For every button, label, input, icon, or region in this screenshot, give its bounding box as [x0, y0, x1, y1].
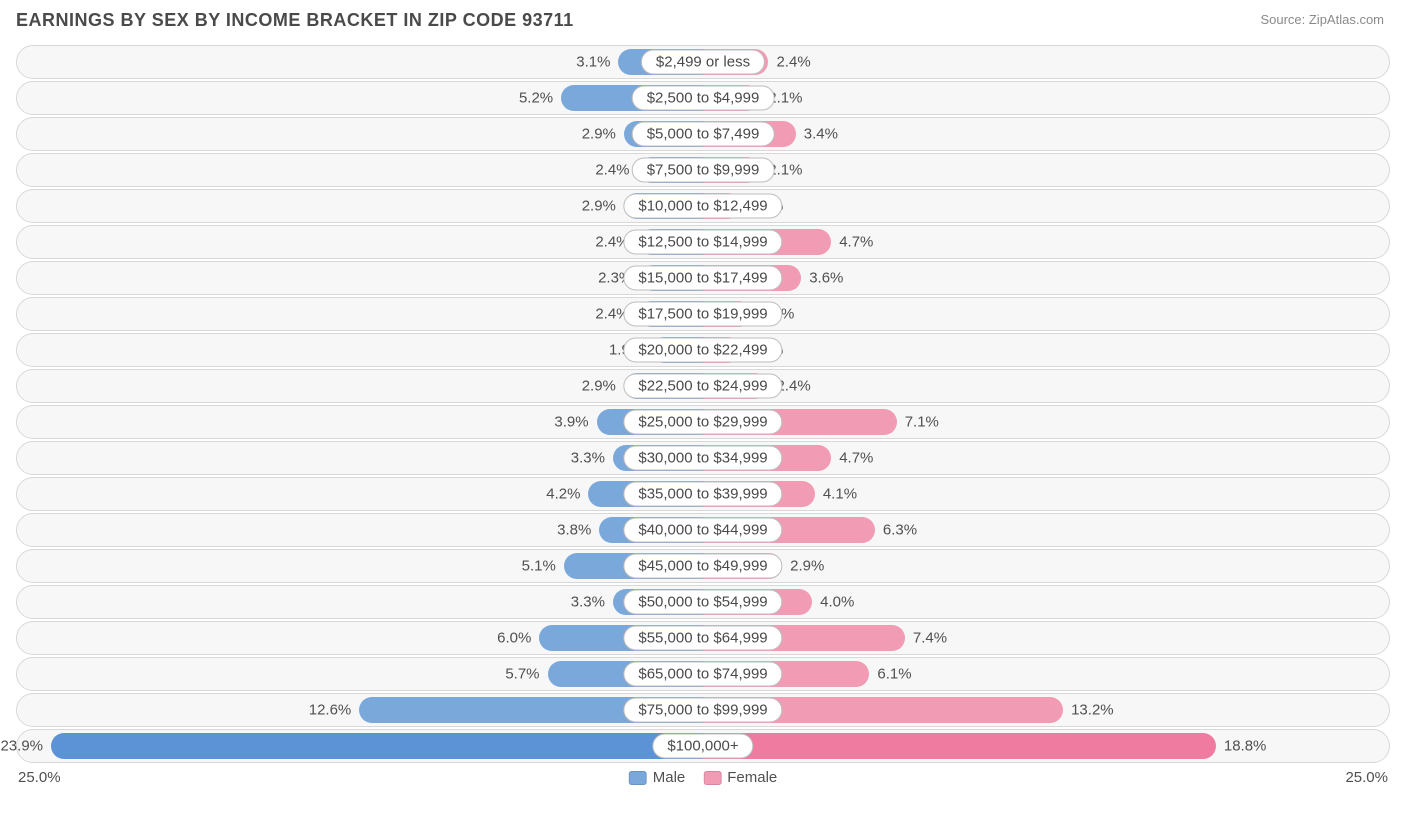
chart-row: 4.2% 4.1% $35,000 to $39,999	[16, 477, 1390, 511]
male-value: 23.9%	[0, 738, 43, 755]
category-label: $2,499 or less	[641, 50, 765, 75]
category-label: $35,000 to $39,999	[623, 482, 782, 507]
female-bar	[703, 733, 1216, 759]
male-value: 3.9%	[554, 414, 588, 431]
chart-row: 2.9%2.4%$22,500 to $24,999	[16, 369, 1390, 403]
category-label: $50,000 to $54,999	[623, 590, 782, 615]
legend: Male Female	[629, 769, 778, 786]
source-attribution: Source: ZipAtlas.com	[1260, 12, 1384, 27]
male-value: 3.3%	[571, 594, 605, 611]
axis-max-left: 25.0%	[18, 769, 61, 786]
male-value: 3.1%	[576, 54, 610, 71]
chart-row: 6.0% 7.4% $55,000 to $64,999	[16, 621, 1390, 655]
male-value: 5.1%	[522, 558, 556, 575]
chart-row: 2.3%3.6%$15,000 to $17,499	[16, 261, 1390, 295]
category-label: $2,500 to $4,999	[632, 86, 775, 111]
chart-row: 3.8% 6.3% $40,000 to $44,999	[16, 513, 1390, 547]
legend-label-male: Male	[653, 769, 686, 786]
category-label: $12,500 to $14,999	[623, 230, 782, 255]
female-value: 4.7%	[839, 450, 873, 467]
chart-row: 5.7% 6.1% $65,000 to $74,999	[16, 657, 1390, 691]
male-bar	[51, 733, 703, 759]
category-label: $22,500 to $24,999	[623, 374, 782, 399]
category-label: $5,000 to $7,499	[632, 122, 775, 147]
chart-row: 2.4%1.8%$17,500 to $19,999	[16, 297, 1390, 331]
category-label: $17,500 to $19,999	[623, 302, 782, 327]
category-label: $25,000 to $29,999	[623, 410, 782, 435]
female-value: 2.9%	[790, 558, 824, 575]
chart-row: 5.1% 2.9% $45,000 to $49,999	[16, 549, 1390, 583]
category-label: $7,500 to $9,999	[632, 158, 775, 183]
chart-row: 2.4%2.1%$7,500 to $9,999	[16, 153, 1390, 187]
female-value: 7.4%	[913, 630, 947, 647]
legend-item-female: Female	[703, 769, 777, 786]
category-label: $10,000 to $12,499	[623, 194, 782, 219]
category-label: $40,000 to $44,999	[623, 518, 782, 543]
female-value: 3.6%	[809, 270, 843, 287]
male-value: 2.9%	[582, 126, 616, 143]
male-value: 5.2%	[519, 90, 553, 107]
female-value: 4.0%	[820, 594, 854, 611]
chart-row: 2.9%1.4%$10,000 to $12,499	[16, 189, 1390, 223]
female-value: 7.1%	[905, 414, 939, 431]
male-value: 2.9%	[582, 198, 616, 215]
male-swatch	[629, 771, 647, 785]
chart-footer: 25.0% Male Female 25.0%	[16, 767, 1390, 793]
chart-title: EARNINGS BY SEX BY INCOME BRACKET IN ZIP…	[16, 10, 1390, 31]
chart-area: 3.1% 2.4% $2,499 or less 5.2%2.1%$2,500 to …	[16, 45, 1390, 763]
female-swatch	[703, 771, 721, 785]
male-value: 2.9%	[582, 378, 616, 395]
male-value: 12.6%	[309, 702, 352, 719]
chart-row: 3.3% 4.7% $30,000 to $34,999	[16, 441, 1390, 475]
female-value: 3.4%	[804, 126, 838, 143]
chart-row: 3.9% 7.1% $25,000 to $29,999	[16, 405, 1390, 439]
female-value: 6.3%	[883, 522, 917, 539]
chart-row: 3.3% 4.0% $50,000 to $54,999	[16, 585, 1390, 619]
male-value: 4.2%	[546, 486, 580, 503]
female-value: 4.1%	[823, 486, 857, 503]
male-value: 3.8%	[557, 522, 591, 539]
chart-row: 5.2%2.1%$2,500 to $4,999	[16, 81, 1390, 115]
category-label: $15,000 to $17,499	[623, 266, 782, 291]
female-value: 13.2%	[1071, 702, 1114, 719]
category-label: $100,000+	[652, 734, 753, 759]
male-value: 6.0%	[497, 630, 531, 647]
chart-row: 3.1% 2.4% $2,499 or less	[16, 45, 1390, 79]
chart-row: 1.9%1.4%$20,000 to $22,499	[16, 333, 1390, 367]
chart-row: 12.6% 13.2% $75,000 to $99,999	[16, 693, 1390, 727]
female-value: 6.1%	[877, 666, 911, 683]
chart-row: 23.9%18.8%$100,000+	[16, 729, 1390, 763]
male-value: 3.3%	[571, 450, 605, 467]
male-value: 5.7%	[505, 666, 539, 683]
female-value: 2.4%	[776, 54, 810, 71]
category-label: $55,000 to $64,999	[623, 626, 782, 651]
chart-row: 2.9% 3.4% $5,000 to $7,499	[16, 117, 1390, 151]
category-label: $45,000 to $49,999	[623, 554, 782, 579]
male-value: 2.4%	[595, 162, 629, 179]
female-value: 18.8%	[1224, 738, 1267, 755]
female-value: 4.7%	[839, 234, 873, 251]
legend-item-male: Male	[629, 769, 686, 786]
category-label: $65,000 to $74,999	[623, 662, 782, 687]
category-label: $75,000 to $99,999	[623, 698, 782, 723]
axis-max-right: 25.0%	[1345, 769, 1388, 786]
chart-row: 2.4%4.7%$12,500 to $14,999	[16, 225, 1390, 259]
category-label: $30,000 to $34,999	[623, 446, 782, 471]
legend-label-female: Female	[727, 769, 777, 786]
category-label: $20,000 to $22,499	[623, 338, 782, 363]
